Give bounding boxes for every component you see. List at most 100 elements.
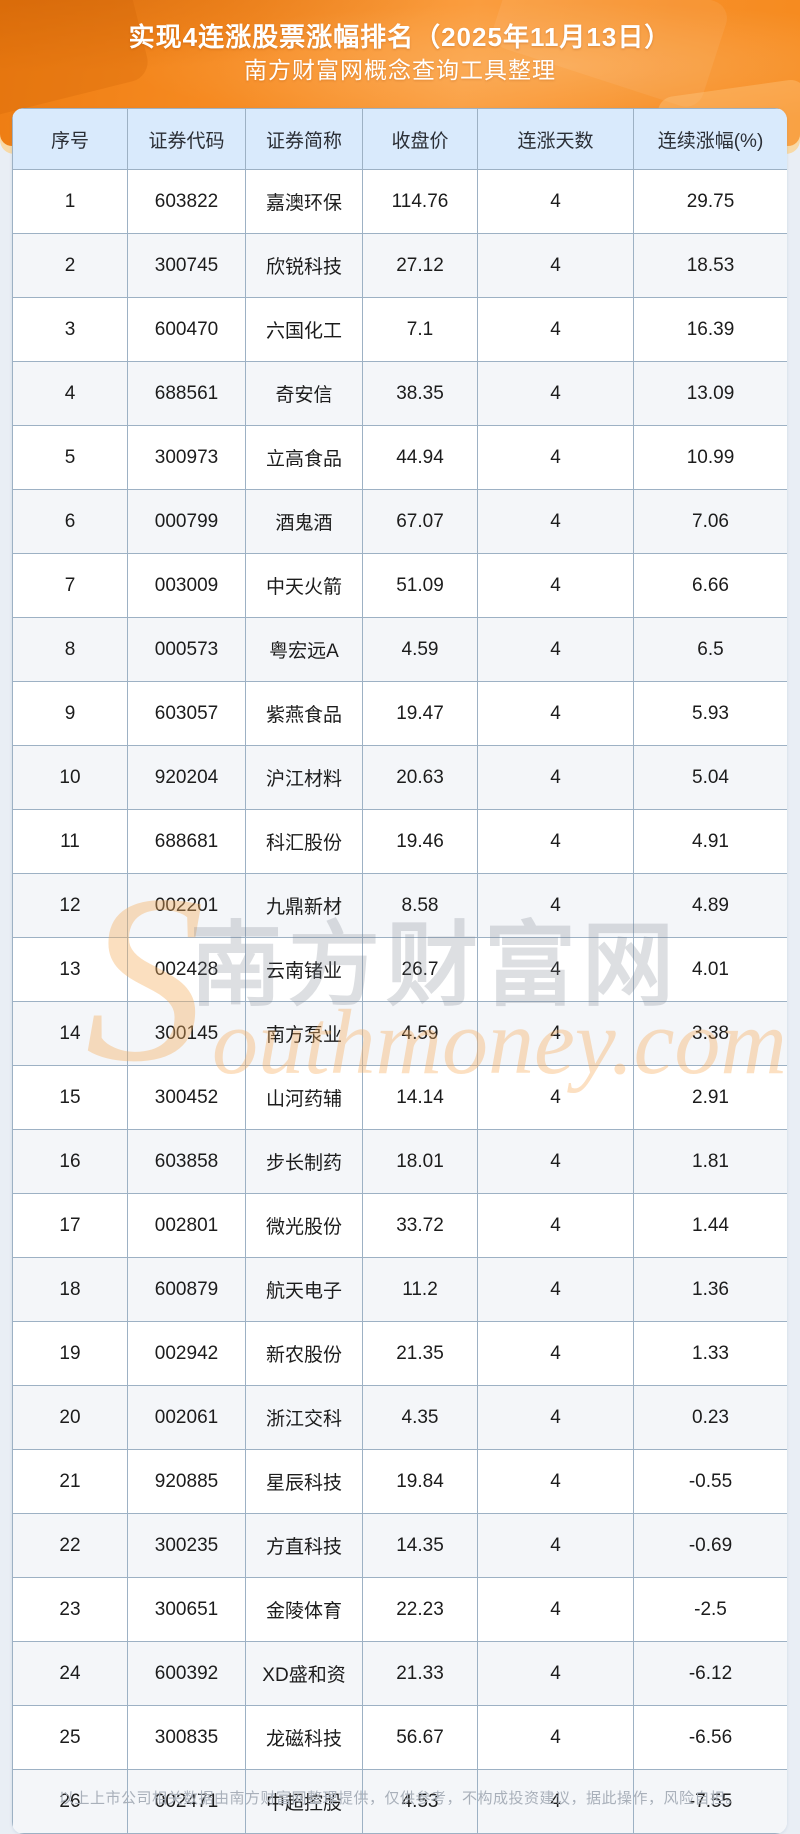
- table-cell: 4: [477, 873, 634, 938]
- table-cell: 19: [12, 1321, 128, 1386]
- table-cell: 6.66: [633, 553, 787, 618]
- table-cell: 立高食品: [245, 425, 363, 490]
- table-cell: 13: [12, 937, 128, 1002]
- table-cell: 6: [12, 489, 128, 554]
- column-header: 证券代码: [127, 108, 246, 170]
- table-cell: 14.35: [362, 1513, 478, 1578]
- table-row: 20 002061 浙江交科 4.35 4 0.23: [12, 1385, 787, 1450]
- table-row: 21 920885 星辰科技 19.84 4 -0.55: [12, 1449, 787, 1514]
- table-cell: 000799: [127, 489, 246, 554]
- table-cell: 603858: [127, 1129, 246, 1194]
- table-cell: 4.59: [362, 617, 478, 682]
- table-cell: -0.69: [633, 1513, 787, 1578]
- stocks-table: 序号 证券代码 证券简称 收盘价 连涨天数 连续涨幅(%) 1 603822 嘉澳环保 114.…: [12, 108, 787, 1834]
- table-row: 8 000573 粤宏远A 4.59 4 6.5: [12, 617, 787, 682]
- table-row: 15 300452 山河药辅 14.14 4 2.91: [12, 1065, 787, 1130]
- table-cell: 4: [477, 1065, 634, 1130]
- table-cell: -6.12: [633, 1641, 787, 1706]
- table-cell: 67.07: [362, 489, 478, 554]
- table-row: 9 603057 紫燕食品 19.47 4 5.93: [12, 681, 787, 746]
- table-cell: 奇安信: [245, 361, 363, 426]
- table-cell: 7.06: [633, 489, 787, 554]
- table-cell: 27.12: [362, 233, 478, 298]
- table-cell: 002942: [127, 1321, 246, 1386]
- table-cell: 51.09: [362, 553, 478, 618]
- table-row: 7 003009 中天火箭 51.09 4 6.66: [12, 553, 787, 618]
- table-cell: 12: [12, 873, 128, 938]
- table-cell: 300651: [127, 1577, 246, 1642]
- table-cell: 920204: [127, 745, 246, 810]
- table-cell: 688681: [127, 809, 246, 874]
- table-row: 5 300973 立高食品 44.94 4 10.99: [12, 425, 787, 490]
- table-row: 16 603858 步长制药 18.01 4 1.81: [12, 1129, 787, 1194]
- table-cell: 000573: [127, 617, 246, 682]
- table-cell: 002801: [127, 1193, 246, 1258]
- table-cell: 19.84: [362, 1449, 478, 1514]
- table-cell: 20.63: [362, 745, 478, 810]
- table-cell: 24: [12, 1641, 128, 1706]
- table-cell: 3.38: [633, 1001, 787, 1066]
- table-cell: 600879: [127, 1257, 246, 1322]
- table-cell: 13.09: [633, 361, 787, 426]
- table-cell: XD盛和资: [245, 1641, 363, 1706]
- table-cell: 4: [477, 1513, 634, 1578]
- table-cell: 21: [12, 1449, 128, 1514]
- table-row: 14 300145 南方泵业 4.59 4 3.38: [12, 1001, 787, 1066]
- table-cell: 4: [477, 1641, 634, 1706]
- table-cell: 002428: [127, 937, 246, 1002]
- table-cell: 4: [12, 361, 128, 426]
- table-cell: 方直科技: [245, 1513, 363, 1578]
- table-cell: 4.59: [362, 1001, 478, 1066]
- table-cell: 14.14: [362, 1065, 478, 1130]
- table-cell: 4: [477, 1769, 634, 1834]
- page-title: 实现4连涨股票涨幅排名（2025年11月13日）: [128, 22, 672, 52]
- stocks-table-container: 序号 证券代码 证券简称 收盘价 连涨天数 连续涨幅(%) 1 603822 嘉澳环保 114.…: [12, 108, 787, 1834]
- table-cell: 4: [477, 489, 634, 554]
- table-cell: 航天电子: [245, 1257, 363, 1322]
- table-cell: 16: [12, 1129, 128, 1194]
- table-cell: 4: [477, 425, 634, 490]
- table-cell: 002061: [127, 1385, 246, 1450]
- table-cell: 18: [12, 1257, 128, 1322]
- column-header: 连续涨幅(%): [633, 108, 787, 170]
- table-cell: 4: [477, 809, 634, 874]
- table-cell: 26.7: [362, 937, 478, 1002]
- table-cell: 300973: [127, 425, 246, 490]
- table-row: 22 300235 方直科技 14.35 4 -0.69: [12, 1513, 787, 1578]
- table-cell: 沪江材料: [245, 745, 363, 810]
- table-cell: 金陵体育: [245, 1577, 363, 1642]
- table-cell: 4: [477, 1449, 634, 1514]
- table-row: 11 688681 科汇股份 19.46 4 4.91: [12, 809, 787, 874]
- table-cell: 山河药辅: [245, 1065, 363, 1130]
- table-cell: -7.55: [633, 1769, 787, 1834]
- table-cell: 21.33: [362, 1641, 478, 1706]
- table-cell: 920885: [127, 1449, 246, 1514]
- table-cell: 300452: [127, 1065, 246, 1130]
- table-cell: 步长制药: [245, 1129, 363, 1194]
- table-cell: 4: [477, 297, 634, 362]
- table-cell: 18.01: [362, 1129, 478, 1194]
- column-header: 证券简称: [245, 108, 363, 170]
- table-cell: 4: [477, 553, 634, 618]
- table-cell: 8.58: [362, 873, 478, 938]
- table-cell: 11: [12, 809, 128, 874]
- table-cell: 18.53: [633, 233, 787, 298]
- table-cell: 9: [12, 681, 128, 746]
- table-cell: 4: [477, 1705, 634, 1770]
- table-cell: 1.44: [633, 1193, 787, 1258]
- table-cell: 云南锗业: [245, 937, 363, 1002]
- table-cell: 4.35: [362, 1385, 478, 1450]
- table-cell: 25: [12, 1705, 128, 1770]
- table-cell: 4: [477, 1129, 634, 1194]
- table-cell: 22.23: [362, 1577, 478, 1642]
- table-cell: 300235: [127, 1513, 246, 1578]
- table-cell: 5: [12, 425, 128, 490]
- table-cell: 4: [477, 1001, 634, 1066]
- table-cell: 600470: [127, 297, 246, 362]
- table-cell: 4.91: [633, 809, 787, 874]
- table-row: 10 920204 沪江材料 20.63 4 5.04: [12, 745, 787, 810]
- table-cell: 4: [477, 361, 634, 426]
- table-cell: 5.93: [633, 681, 787, 746]
- table-cell: 2: [12, 233, 128, 298]
- table-cell: 4: [477, 169, 634, 234]
